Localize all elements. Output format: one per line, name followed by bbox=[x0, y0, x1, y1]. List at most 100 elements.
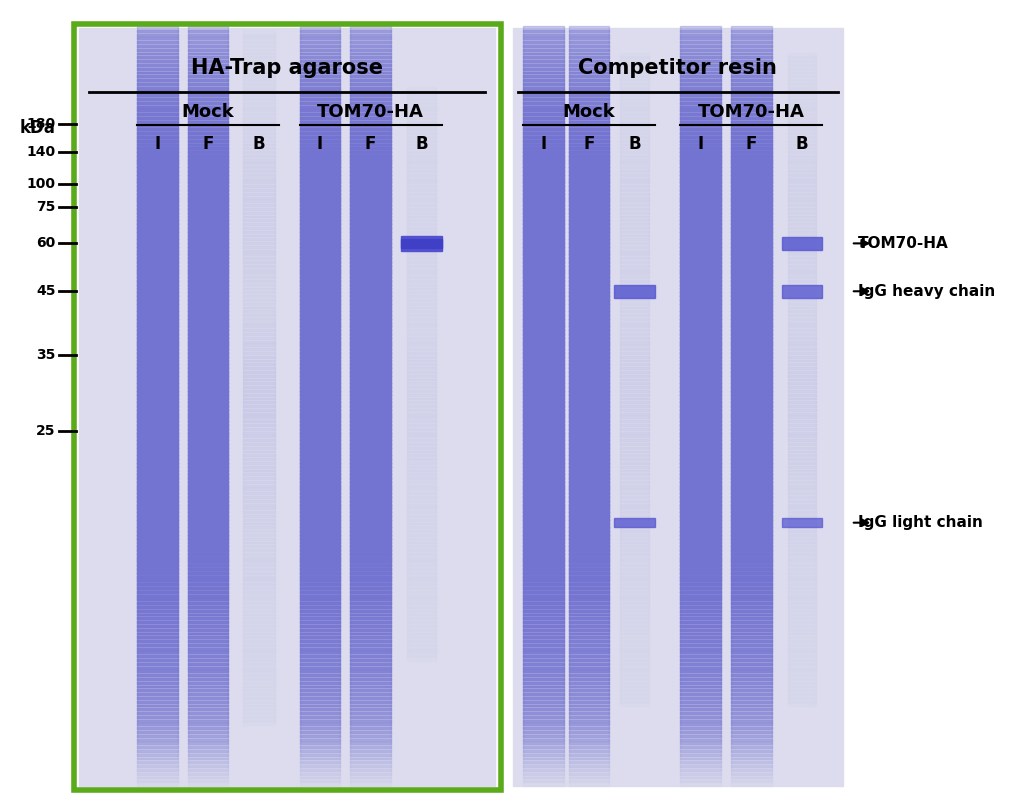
Bar bbox=[680, 211, 721, 218]
Bar bbox=[350, 492, 391, 498]
Bar bbox=[788, 697, 816, 703]
Bar bbox=[788, 564, 816, 570]
Bar bbox=[569, 356, 609, 361]
Bar bbox=[788, 545, 816, 551]
Bar bbox=[243, 163, 275, 168]
Bar bbox=[299, 780, 341, 786]
Bar bbox=[350, 401, 391, 407]
Bar bbox=[350, 265, 391, 271]
Bar bbox=[569, 269, 609, 275]
Bar bbox=[137, 265, 178, 271]
Bar bbox=[188, 727, 228, 733]
Bar bbox=[350, 739, 391, 745]
Bar bbox=[299, 26, 341, 32]
Bar bbox=[243, 421, 275, 426]
Bar bbox=[788, 302, 816, 309]
Bar bbox=[407, 151, 435, 157]
Bar bbox=[523, 367, 564, 373]
Bar bbox=[299, 148, 341, 153]
Bar bbox=[680, 504, 721, 509]
Bar bbox=[788, 512, 816, 517]
Bar bbox=[137, 87, 178, 93]
Bar bbox=[620, 215, 649, 221]
Bar bbox=[680, 735, 721, 741]
Bar bbox=[731, 488, 772, 494]
Bar bbox=[680, 306, 721, 312]
Bar bbox=[731, 386, 772, 392]
Bar bbox=[731, 117, 772, 123]
Bar bbox=[299, 128, 341, 134]
Bar bbox=[680, 231, 721, 236]
Bar bbox=[243, 284, 275, 290]
Bar bbox=[523, 276, 564, 282]
Bar bbox=[243, 136, 275, 142]
Bar bbox=[731, 276, 772, 282]
Bar bbox=[350, 174, 391, 180]
Bar bbox=[188, 397, 228, 403]
Bar bbox=[731, 443, 772, 448]
Bar bbox=[350, 488, 391, 494]
Bar bbox=[350, 697, 391, 703]
Bar bbox=[350, 405, 391, 411]
Bar bbox=[137, 215, 178, 221]
Bar bbox=[569, 291, 609, 297]
Bar bbox=[350, 276, 391, 282]
Bar bbox=[680, 113, 721, 119]
Bar bbox=[243, 41, 275, 47]
Bar bbox=[523, 670, 564, 676]
Bar bbox=[569, 670, 609, 676]
Bar bbox=[299, 219, 341, 225]
Text: TOM70-HA: TOM70-HA bbox=[698, 103, 805, 120]
Bar bbox=[788, 401, 816, 407]
Bar bbox=[731, 302, 772, 309]
Bar bbox=[243, 144, 275, 149]
Bar bbox=[620, 610, 649, 615]
Bar bbox=[243, 534, 275, 539]
Bar bbox=[788, 397, 816, 403]
Bar bbox=[788, 610, 816, 615]
Bar bbox=[523, 79, 564, 85]
Bar bbox=[620, 409, 649, 415]
Bar bbox=[620, 685, 649, 691]
Bar bbox=[350, 560, 391, 567]
Bar bbox=[788, 64, 816, 69]
Bar bbox=[188, 765, 228, 771]
Bar bbox=[407, 610, 435, 615]
Bar bbox=[569, 633, 609, 638]
Bar bbox=[731, 640, 772, 646]
Text: 140: 140 bbox=[27, 144, 56, 159]
Bar bbox=[523, 709, 564, 714]
Bar bbox=[299, 439, 341, 445]
Bar bbox=[299, 591, 341, 597]
Bar bbox=[407, 515, 435, 521]
Bar bbox=[620, 382, 649, 388]
Bar bbox=[731, 83, 772, 89]
Bar bbox=[243, 30, 275, 35]
Bar bbox=[407, 272, 435, 279]
Bar bbox=[188, 602, 228, 608]
Bar bbox=[137, 235, 178, 240]
Bar bbox=[523, 371, 564, 377]
Bar bbox=[137, 424, 178, 429]
Bar bbox=[523, 250, 564, 255]
Bar bbox=[731, 761, 772, 767]
Bar bbox=[137, 515, 178, 521]
Bar bbox=[407, 519, 435, 524]
Bar bbox=[523, 64, 564, 69]
Bar bbox=[569, 386, 609, 392]
Bar bbox=[620, 644, 649, 650]
Bar bbox=[243, 193, 275, 199]
Bar bbox=[523, 542, 564, 547]
Bar bbox=[569, 53, 609, 58]
Bar bbox=[299, 670, 341, 676]
Bar bbox=[299, 185, 341, 191]
Bar bbox=[350, 663, 391, 669]
Bar bbox=[731, 265, 772, 271]
Bar bbox=[523, 462, 564, 468]
Bar bbox=[137, 306, 178, 312]
Bar bbox=[620, 553, 649, 559]
Bar bbox=[299, 557, 341, 563]
Bar bbox=[620, 598, 649, 604]
Bar bbox=[137, 117, 178, 123]
Bar bbox=[407, 132, 435, 138]
